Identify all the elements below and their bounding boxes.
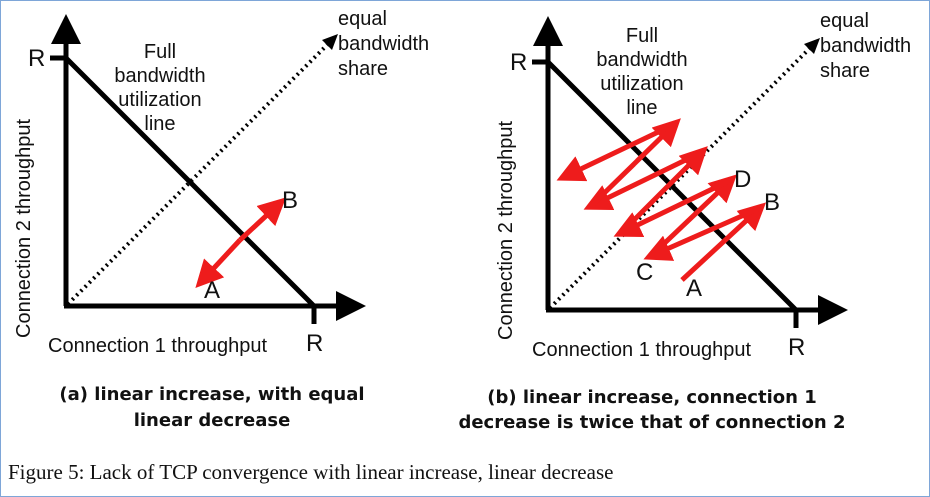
panel-a: R R Connection 1 throughput Connection 2… [13,8,429,431]
panel-a-full-line-label-4: line [144,113,175,135]
panel-b-full-line-label-3: utilization [600,73,683,95]
panel-a-equal-share-line [66,42,330,306]
panel-b-equal-share-label-3: share [820,60,870,82]
panel-b-red-arrow-a-to-b [680,202,767,282]
panel-a-y-max-label: R [28,45,45,72]
panel-b-x-max-label: R [788,334,805,361]
panel-b-point-a: A [686,275,702,302]
panel-b-red-arrow-down-3 [583,149,704,210]
panel-a-full-line-label-2: bandwidth [114,65,205,87]
panel-b-red-arrow-up-3 [589,118,681,208]
panel-a-equal-share-arrowhead [322,34,338,50]
panel-a-full-line-label-1: Full [144,41,176,63]
panel-a-point-a: A [204,277,220,304]
panel-a-equal-share-label-2: bandwidth [338,33,429,55]
panel-b-full-line-label-4: line [626,97,657,119]
panel-b-y-axis-label: Connection 2 throughput [495,121,517,340]
panel-b-point-c: C [636,259,653,286]
panel-b-full-utilization-line [546,60,798,312]
panel-a-full-line-label-3: utilization [118,89,201,111]
panel-b-equal-share-label-2: bandwidth [820,35,911,57]
panel-b-x-axis-label: Connection 1 throughput [532,339,751,361]
panel-b-full-line-label-2: bandwidth [596,49,687,71]
panel-a-x-axis-label: Connection 1 throughput [48,335,267,357]
panel-b-caption-2: decrease is twice that of connection 2 [458,412,845,433]
panel-a-red-arrow-to-a [195,238,242,289]
panel-a-y-axis-label: Connection 2 throughput [13,119,35,338]
panel-b-equal-share-arrowhead [804,38,820,54]
panel-a-equal-share-label-3: share [338,58,388,80]
panel-a-red-arrow-to-b [238,197,287,242]
panel-b-caption-1: (b) linear increase, connection 1 [487,387,816,408]
panel-b-red-arrow-up-2 [619,146,708,235]
panel-b-equal-share-line [548,46,812,310]
panel-a-equal-share-label-1: equal [338,8,387,30]
panel-b-red-arrow-d-down [613,177,733,238]
panel-a-caption-2: linear decrease [134,410,291,431]
panel-b-equal-share-label-1: equal [820,10,869,32]
panel-b-point-b: B [764,189,780,216]
panel-a-x-max-label: R [306,330,323,357]
panel-b-y-max-label: R [510,49,527,76]
panel-a-point-b: B [282,187,298,214]
panel-b-full-line-label-1: Full [626,25,658,47]
panel-a-full-utilization-line [64,56,316,308]
panel-b-red-arrow-b-to-c [643,205,762,261]
figure-caption: Figure 5: Lack of TCP convergence with l… [8,460,614,484]
panel-b-point-d: D [734,166,751,193]
panel-b: R R Connection 1 throughput Connection 2… [458,10,911,433]
panel-b-red-arrow-c-to-d [649,174,737,258]
panel-a-caption-1: (a) linear increase, with equal [59,384,364,405]
panel-b-red-arrow-down-4 [556,121,677,182]
